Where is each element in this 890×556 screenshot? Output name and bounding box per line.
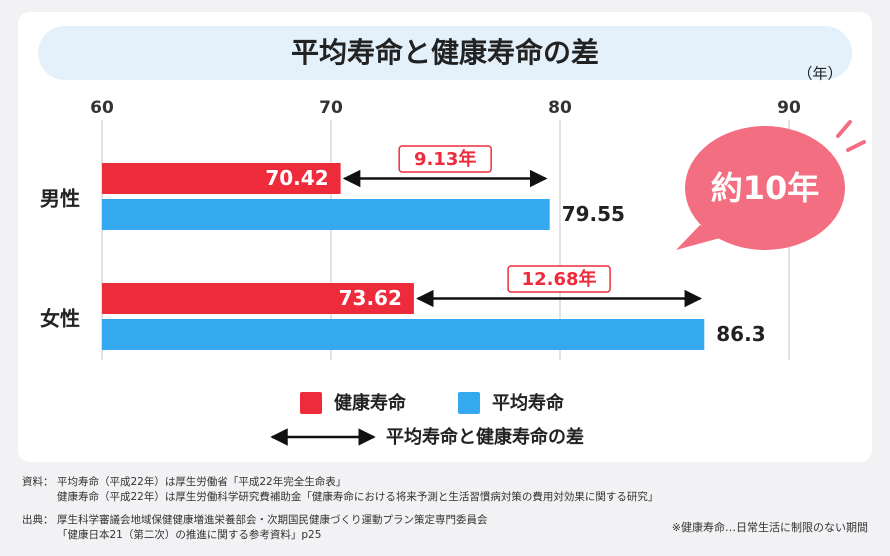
- difference-label: 9.13年: [414, 148, 476, 170]
- unit-label: （年）: [797, 65, 842, 83]
- x-tick-label: 80: [548, 98, 572, 118]
- value-label: 70.42: [265, 166, 328, 190]
- difference-box: [398, 145, 492, 173]
- value-label: 86.3: [716, 322, 765, 346]
- badge-text: 約10年: [711, 169, 820, 207]
- bar: [102, 199, 550, 230]
- x-tick-label: 60: [90, 98, 114, 118]
- badge-group: 約10年: [676, 120, 866, 250]
- x-tick-label: 90: [777, 98, 801, 118]
- x-tick-label: 70: [319, 98, 343, 118]
- category-label: 女性: [40, 307, 80, 331]
- value-label: 79.55: [562, 202, 625, 226]
- legend-label: 平均寿命: [492, 392, 565, 414]
- badge: [685, 126, 845, 250]
- bar: [102, 319, 705, 350]
- bar: [102, 163, 341, 194]
- footnote-text: 「健康日本21（第二次）の推進に関する参考資料」p25: [57, 528, 321, 541]
- difference-label: 12.68年: [522, 268, 597, 290]
- sparkle: [846, 140, 866, 152]
- footnote-text: 厚生科学審議会地域保健健康増進栄養部会・次期国民健康づくり運動プラン策定専門委員…: [57, 513, 488, 526]
- footnote-label: 資料：: [22, 475, 54, 488]
- sparkle: [836, 120, 852, 138]
- category-label: 男性: [40, 187, 80, 211]
- legend-label: 平均寿命と健康寿命の差: [386, 426, 584, 448]
- legend-swatch: [300, 392, 322, 414]
- bar: [102, 283, 414, 314]
- footnote-text: 健康寿命（平成22年）は厚生労働科学研究費補助金「健康寿命における将来予測と生活…: [57, 490, 658, 503]
- legend-label: 健康寿命: [334, 392, 407, 414]
- value-label: 73.62: [339, 286, 402, 310]
- legend-swatch: [458, 392, 480, 414]
- footnote-label: 出典：: [22, 513, 54, 526]
- footnote-note: ※健康寿命…日常生活に制限のない期間: [672, 520, 868, 534]
- title-pill: [38, 26, 852, 80]
- difference-box: [507, 265, 611, 293]
- footnote-text: 平均寿命（平成22年）は厚生労働省「平成22年完全生命表」: [57, 475, 346, 488]
- chart-title: 平均寿命と健康寿命の差: [291, 36, 599, 69]
